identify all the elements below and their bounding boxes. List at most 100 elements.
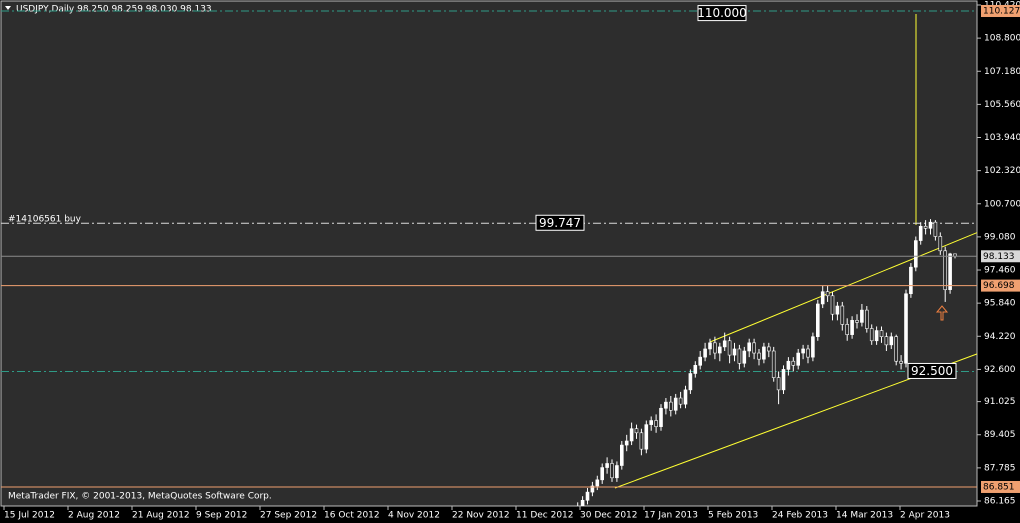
candle-body <box>757 352 761 360</box>
x-tick-label: 4 Nov 2012 <box>388 511 440 521</box>
candle-body <box>776 377 781 391</box>
y-tick-label: 97.460 <box>984 266 1016 276</box>
x-tick-label: 24 Feb 2013 <box>772 511 828 521</box>
candle-body <box>673 397 678 411</box>
x-tick-label: 22 Nov 2012 <box>452 511 510 521</box>
candle-body <box>727 340 732 356</box>
candle-body <box>811 336 815 358</box>
candle-body <box>781 369 786 391</box>
candle-body <box>639 432 644 450</box>
candle-body <box>668 401 673 411</box>
x-tick-label: 14 Mar 2013 <box>836 511 893 521</box>
arrow <box>935 305 949 321</box>
candle-body <box>850 320 854 335</box>
candle-body <box>948 253 952 290</box>
candle-body <box>874 330 879 342</box>
candle-body <box>737 348 742 364</box>
y-tick-label: 103.940 <box>984 133 1020 143</box>
candle-body <box>717 346 722 354</box>
candle-body <box>678 397 683 405</box>
x-tick-label: 2 Aug 2012 <box>68 511 120 521</box>
y-tick-label: 87.785 <box>984 463 1016 473</box>
x-tick-label: 9 Sep 2012 <box>196 511 247 521</box>
candle-body <box>899 360 903 364</box>
channel-upper <box>709 232 977 343</box>
candle-body <box>820 291 825 305</box>
candle-body <box>664 401 668 409</box>
candle-body <box>590 485 595 493</box>
candle-body <box>771 350 776 378</box>
candle-body <box>825 291 830 297</box>
candle-body <box>864 309 869 329</box>
candle-body <box>698 356 703 366</box>
price-box <box>697 5 747 22</box>
candle-body <box>634 428 639 434</box>
price-box-label: 92.500 <box>911 364 953 378</box>
menu-triangle[interactable] <box>5 6 11 10</box>
y-tick-label: 100.700 <box>984 199 1020 209</box>
y-tick-label: 105.560 <box>984 100 1020 110</box>
y-tick-label: 86.165 <box>984 497 1016 507</box>
price-box-label: 99.747 <box>539 216 581 230</box>
candle-body <box>644 424 649 450</box>
candle-body <box>600 467 605 481</box>
plot <box>1 14 977 506</box>
candle-body <box>909 266 913 295</box>
x-tick-label: 11 Dec 2012 <box>516 511 574 521</box>
candle-body <box>845 324 850 335</box>
candle-body <box>585 491 590 501</box>
level-tag <box>981 279 1020 292</box>
candle-body <box>752 342 756 354</box>
candle-body <box>624 440 629 446</box>
candle-body <box>796 352 801 366</box>
candle-body <box>659 407 663 427</box>
candle-body <box>879 330 884 337</box>
candle-body <box>649 420 654 425</box>
x-tick-label: 30 Dec 2012 <box>580 511 638 521</box>
y-tick-label: 108.800 <box>984 34 1020 44</box>
plot-area <box>0 0 978 507</box>
candle-body <box>732 348 737 356</box>
x-tick-label: 27 Sep 2012 <box>260 511 317 521</box>
price-box <box>535 214 585 231</box>
candle-body <box>610 463 614 479</box>
candle-body <box>923 225 928 229</box>
order-label: #14106561 buy <box>8 215 82 225</box>
level-tag <box>981 4 1020 17</box>
candle-body <box>747 342 752 352</box>
candle-body <box>605 463 609 468</box>
x-tick-label: 16 Oct 2012 <box>324 511 380 521</box>
candle-body <box>801 348 805 354</box>
candle-body <box>894 336 899 362</box>
candle-body <box>762 346 766 360</box>
candle-body <box>806 348 810 358</box>
x-tick-label: 17 Jan 2013 <box>644 511 698 521</box>
candle-body <box>815 303 820 337</box>
candle-body <box>722 340 727 348</box>
candle-body <box>703 348 707 358</box>
candle-body <box>855 320 859 323</box>
candle-body <box>913 240 918 268</box>
candle-body <box>918 225 923 241</box>
candle-body <box>884 336 889 346</box>
candle-body <box>683 389 688 405</box>
x-tick-label: 5 Feb 2013 <box>708 511 758 521</box>
y-tick-label: 92.600 <box>984 365 1016 375</box>
candle-body <box>840 305 845 325</box>
candle-body <box>860 309 864 323</box>
candle-body <box>928 221 933 229</box>
footer: MetaTrader FIX, © 2001-2013, MetaQuotes … <box>8 492 272 502</box>
candle-body <box>835 305 840 315</box>
x-tick-label: 2 Apr 2013 <box>900 511 950 521</box>
candle-body <box>708 342 712 350</box>
candle-body <box>693 365 698 374</box>
candle-body <box>742 350 747 364</box>
level-tag-label: 86.851 <box>983 482 1015 492</box>
price-box <box>907 362 957 379</box>
candle-body <box>654 420 658 427</box>
level-tag-label: 98.133 <box>983 252 1015 262</box>
candle-body <box>786 360 791 370</box>
candle-body <box>933 221 938 237</box>
y-tick-label: 94.220 <box>984 332 1016 342</box>
